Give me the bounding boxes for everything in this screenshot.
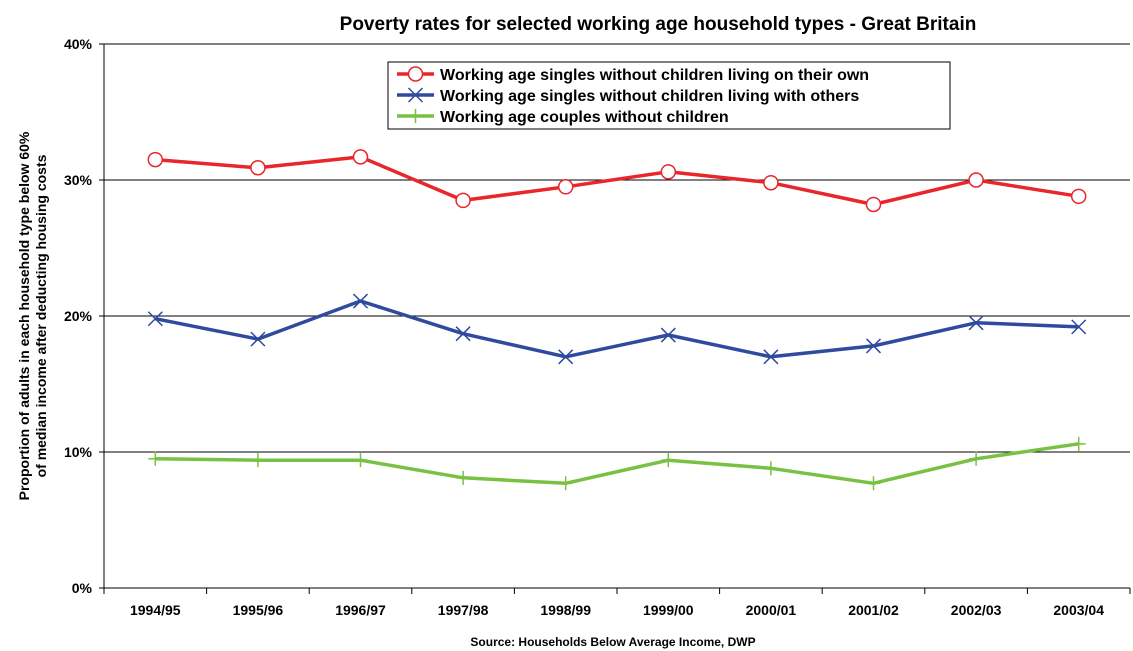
x-tick-label: 2000/01 [746,602,797,618]
legend-entry: Working age singles without children liv… [397,87,859,105]
data-point [250,331,266,347]
source-note: Source: Households Below Average Income,… [470,635,755,649]
data-point [353,453,368,468]
data-point [968,172,984,188]
data-point [250,160,266,176]
x-tick-label: 1996/97 [335,602,386,618]
x-tick-label: 1997/98 [438,602,489,618]
legend: Working age singles without children liv… [387,61,951,130]
data-point [558,349,574,365]
y-tick-label: 10% [64,444,93,460]
data-point [969,451,984,466]
data-point [865,196,882,213]
data-point [763,174,779,191]
data-point [558,476,573,491]
data-point [1070,188,1087,205]
series-line [155,155,1079,207]
legend-box [387,61,951,130]
axes [99,43,1131,594]
data-point [865,338,882,354]
data-point [455,326,471,342]
data-point [968,315,984,331]
data-point [660,327,676,343]
data-point [763,461,778,476]
x-tick-label: 2003/04 [1053,602,1104,618]
chart-title: Poverty rates for selected working age h… [340,14,977,35]
x-tick-label: 2001/02 [848,602,899,618]
data-point [407,87,424,103]
series-line [155,442,1079,486]
y-tick-label: 30% [64,172,93,188]
legend-entry: Working age singles without children liv… [397,66,869,84]
data-point [557,179,574,195]
data-point [1071,436,1086,451]
legend-label: Working age singles without children liv… [440,67,869,84]
data-point [148,451,163,466]
data-point [456,470,471,485]
y-tick-label: 0% [72,580,93,596]
x-tick-label: 1999/00 [643,602,694,618]
legend-label: Working age couples without children [440,109,729,126]
data-point [147,151,164,168]
legend-label: Working age singles without children liv… [440,88,859,105]
x-tick-label: 2002/03 [951,602,1002,618]
y-tick-label: 20% [64,308,93,324]
legend-entry: Working age couples without children [397,109,729,126]
data-point [147,311,163,327]
x-tick-labels: 1994/95 1995/96 1996/97 1997/98 1998/99 1999/… [130,602,1104,618]
data-point [455,192,471,209]
y-tick-labels: 0% 10% 20% 30% 40% [64,36,93,596]
data-point [352,293,369,309]
x-tick-label: 1995/96 [233,602,284,618]
data-point [1071,319,1087,335]
series-1 [147,149,1087,213]
y-axis-label-line-2: of median income after deducting housing… [33,154,49,477]
data-point [250,453,265,468]
x-tick-label: 1994/95 [130,602,181,618]
data-point [763,349,779,365]
data-point [661,453,676,468]
y-axis-label-line-1: Proportion of adults in each household t… [16,131,32,500]
data-point [866,476,881,491]
y-axis-label: Proportion of adults in each household t… [16,131,49,500]
data-point [352,149,369,165]
data-point [408,109,423,123]
data-point [407,66,424,82]
y-tick-label: 40% [64,36,93,52]
data-point [660,164,677,180]
x-tick-label: 1998/99 [540,602,591,618]
series-2 [147,293,1087,365]
series-line [154,299,1079,359]
series-3 [148,436,1086,491]
series-layer [147,149,1087,491]
